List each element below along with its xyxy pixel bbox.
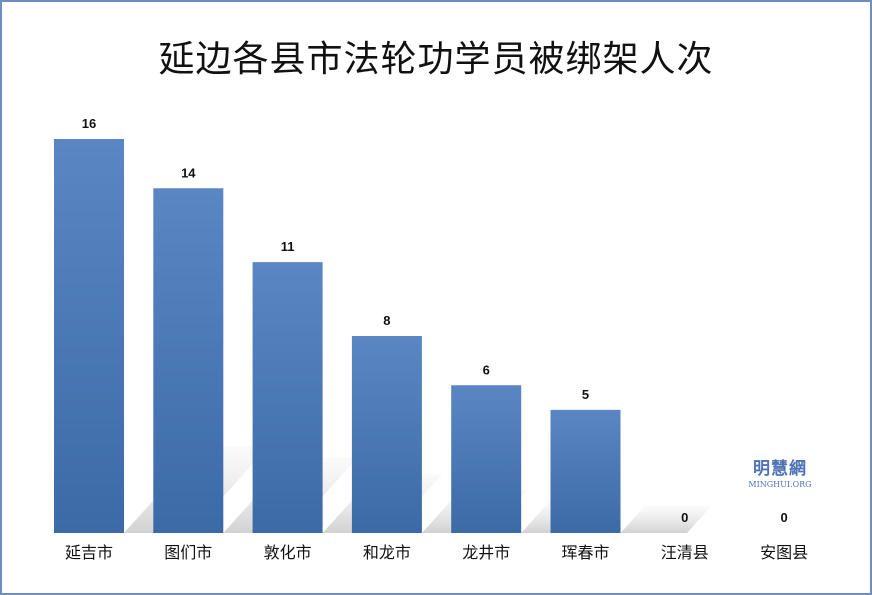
category-label-3: 敦化市 (264, 543, 312, 562)
bar-4 (351, 336, 422, 533)
value-labels-group: 16 14 11 8 6 5 0 0 (82, 116, 788, 525)
bar-6 (550, 409, 621, 533)
value-label-1: 16 (82, 116, 96, 131)
value-label-6: 5 (582, 387, 589, 402)
watermark-name-cn: 明慧網 (753, 459, 807, 479)
bar-3 (252, 262, 323, 533)
value-label-7: 0 (681, 510, 688, 525)
category-label-6: 珲春市 (561, 543, 609, 562)
category-label-1: 延吉市 (65, 543, 113, 562)
category-labels-group: 延吉市 图们市 敦化市 和龙市 龙井市 珲春市 汪清县 安图县 (65, 543, 808, 562)
value-label-5: 6 (483, 362, 490, 377)
value-label-3: 11 (281, 239, 295, 254)
bar-1 (54, 139, 124, 533)
bar-2 (153, 188, 224, 533)
category-label-7: 汪清县 (661, 543, 709, 562)
chart-title: 延边各县市法轮功学员被绑架人次 (158, 39, 714, 80)
category-label-5: 龙井市 (462, 543, 510, 562)
value-label-4: 8 (383, 313, 390, 328)
bar-shadow-6 (620, 505, 712, 533)
watermark-name-en: MINGHUI.ORG (748, 480, 812, 489)
bars-group (54, 139, 621, 533)
bar-5 (451, 385, 522, 533)
category-label-4: 和龙市 (363, 543, 411, 562)
value-label-8: 0 (780, 510, 787, 525)
category-label-8: 安图县 (760, 543, 808, 562)
minghui-watermark-logo: 明慧網 MINGHUI.ORG (740, 454, 820, 489)
value-label-2: 14 (181, 165, 196, 180)
category-label-2: 图们市 (164, 543, 212, 562)
